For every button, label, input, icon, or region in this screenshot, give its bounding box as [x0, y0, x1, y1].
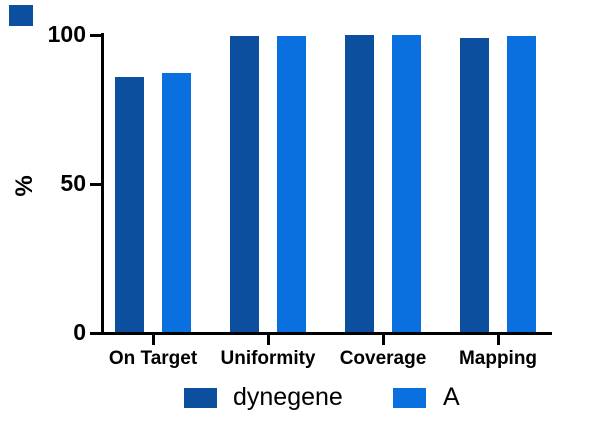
x-tick-1 [151, 335, 155, 345]
bar-A-coverage [392, 35, 421, 333]
x-category-label-coverage: Coverage [339, 348, 427, 369]
bar-dynegene-uniformity [230, 36, 259, 333]
bar-dynegene-coverage [345, 35, 374, 333]
bar-dynegene-on-target [115, 77, 144, 333]
x-category-label-uniformity: Uniformity [220, 348, 316, 369]
x-tick-3 [381, 335, 385, 345]
legend-swatch-dynegene [184, 388, 217, 408]
y-tick-50 [90, 182, 104, 186]
y-tick-label-0: 0 [73, 319, 86, 345]
bar-dynegene-mapping [460, 38, 489, 333]
y-tick-label-100: 100 [47, 21, 86, 47]
x-category-label-mapping: Mapping [458, 348, 538, 369]
bar-A-uniformity [277, 36, 306, 333]
y-tick-label-50: 50 [60, 170, 86, 196]
x-tick-2 [266, 335, 270, 345]
y-axis-title: % [11, 175, 38, 197]
y-tick-100 [90, 33, 104, 37]
y-tick-0 [90, 331, 104, 335]
legend-swatch-a [393, 388, 426, 408]
stray-legend-swatch [9, 5, 33, 26]
legend-label-a: A [443, 383, 460, 411]
bar-A-on-target [162, 73, 191, 333]
bar-A-mapping [507, 36, 536, 333]
legend-label-dynegene: dynegene [233, 383, 343, 411]
x-tick-4 [496, 335, 500, 345]
x-category-label-on-target: On Target [108, 348, 198, 369]
x-axis-line [101, 332, 552, 335]
